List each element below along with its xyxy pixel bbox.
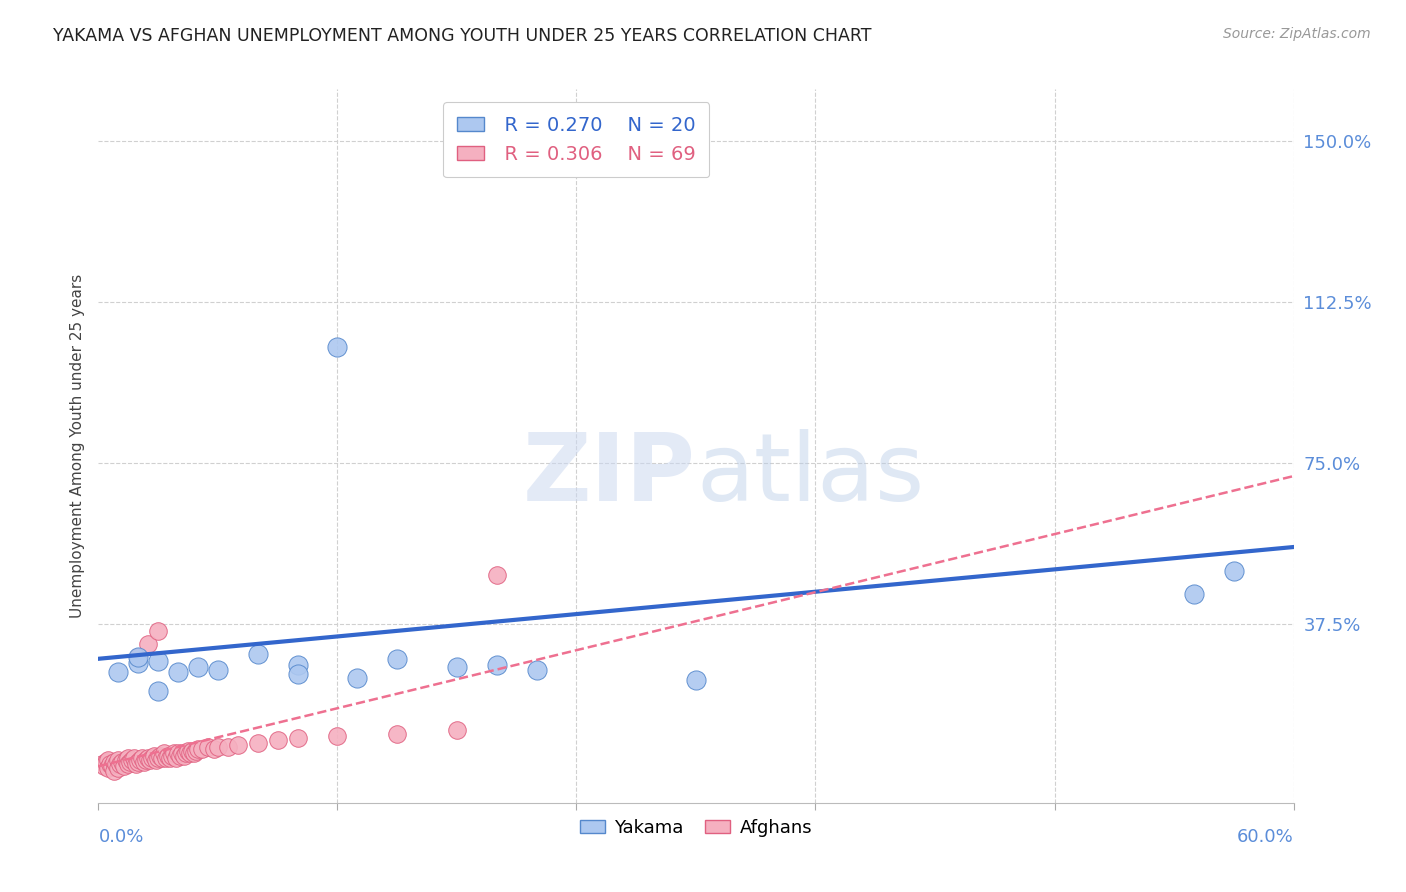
Point	[145, 753, 167, 767]
Point	[111, 755, 134, 769]
Point	[134, 755, 156, 769]
Text: ZIP: ZIP	[523, 428, 696, 521]
Point	[143, 748, 166, 763]
Point	[148, 624, 170, 638]
Point	[150, 750, 173, 764]
Point	[197, 739, 219, 754]
Point	[187, 742, 209, 756]
Point	[155, 750, 177, 764]
Point	[346, 671, 368, 685]
Point	[103, 755, 125, 769]
Point	[148, 750, 170, 764]
Point	[446, 723, 468, 737]
Point	[135, 753, 157, 767]
Point	[117, 757, 139, 772]
Point	[267, 733, 290, 747]
Point	[177, 744, 200, 758]
Point	[184, 744, 207, 758]
Point	[148, 654, 170, 668]
Point	[485, 568, 508, 582]
Point	[96, 755, 118, 769]
Point	[110, 757, 132, 772]
Point	[167, 747, 190, 761]
Point	[117, 750, 139, 764]
Point	[181, 744, 204, 758]
Y-axis label: Unemployment Among Youth under 25 years: Unemployment Among Youth under 25 years	[69, 274, 84, 618]
Point	[139, 753, 162, 767]
Point	[124, 750, 146, 764]
Point	[287, 666, 309, 681]
Point	[485, 658, 508, 673]
Point	[149, 748, 172, 763]
Point	[160, 748, 183, 763]
Point	[172, 747, 194, 761]
Point	[97, 753, 120, 767]
Point	[326, 729, 349, 743]
Point	[93, 759, 115, 773]
Point	[101, 759, 124, 773]
Point	[127, 755, 149, 769]
Point	[385, 727, 409, 741]
Point	[179, 747, 201, 761]
Point	[1182, 587, 1205, 601]
Point	[246, 648, 269, 662]
Point	[446, 660, 468, 674]
Point	[217, 739, 239, 754]
Point	[153, 747, 176, 761]
Point	[187, 660, 209, 674]
Point	[183, 747, 205, 761]
Point	[287, 731, 309, 746]
Point	[136, 637, 159, 651]
Text: 60.0%: 60.0%	[1237, 828, 1294, 846]
Point	[207, 739, 229, 754]
Point	[207, 663, 229, 677]
Point	[125, 757, 148, 772]
Point	[385, 652, 409, 666]
Point	[91, 757, 114, 772]
Point	[163, 747, 186, 761]
Point	[174, 747, 197, 761]
Point	[159, 750, 181, 764]
Point	[202, 742, 225, 756]
Point	[107, 761, 129, 775]
Point	[107, 753, 129, 767]
Point	[157, 748, 180, 763]
Text: 0.0%: 0.0%	[98, 828, 143, 846]
Point	[129, 753, 152, 767]
Point	[246, 736, 269, 750]
Point	[127, 656, 149, 670]
Point	[107, 665, 129, 679]
Point	[1223, 564, 1246, 578]
Point	[121, 753, 143, 767]
Point	[173, 748, 195, 763]
Point	[191, 742, 214, 756]
Point	[136, 750, 159, 764]
Point	[526, 663, 548, 677]
Point	[115, 753, 138, 767]
Point	[120, 755, 142, 769]
Point	[148, 684, 170, 698]
Point	[105, 757, 128, 772]
Text: YAKAMA VS AFGHAN UNEMPLOYMENT AMONG YOUTH UNDER 25 YEARS CORRELATION CHART: YAKAMA VS AFGHAN UNEMPLOYMENT AMONG YOUT…	[53, 27, 872, 45]
Point	[165, 750, 187, 764]
Point	[326, 340, 349, 354]
Point	[97, 761, 120, 775]
Text: Source: ZipAtlas.com: Source: ZipAtlas.com	[1223, 27, 1371, 41]
Text: atlas: atlas	[696, 428, 924, 521]
Point	[127, 649, 149, 664]
Legend: Yakama, Afghans: Yakama, Afghans	[572, 812, 820, 844]
Point	[685, 673, 707, 688]
Point	[127, 649, 149, 664]
Point	[287, 658, 309, 673]
Point	[226, 738, 249, 752]
Point	[98, 757, 122, 772]
Point	[103, 764, 125, 778]
Point	[112, 759, 135, 773]
Point	[169, 748, 191, 763]
Point	[131, 750, 153, 764]
Point	[167, 665, 190, 679]
Point	[141, 750, 163, 764]
